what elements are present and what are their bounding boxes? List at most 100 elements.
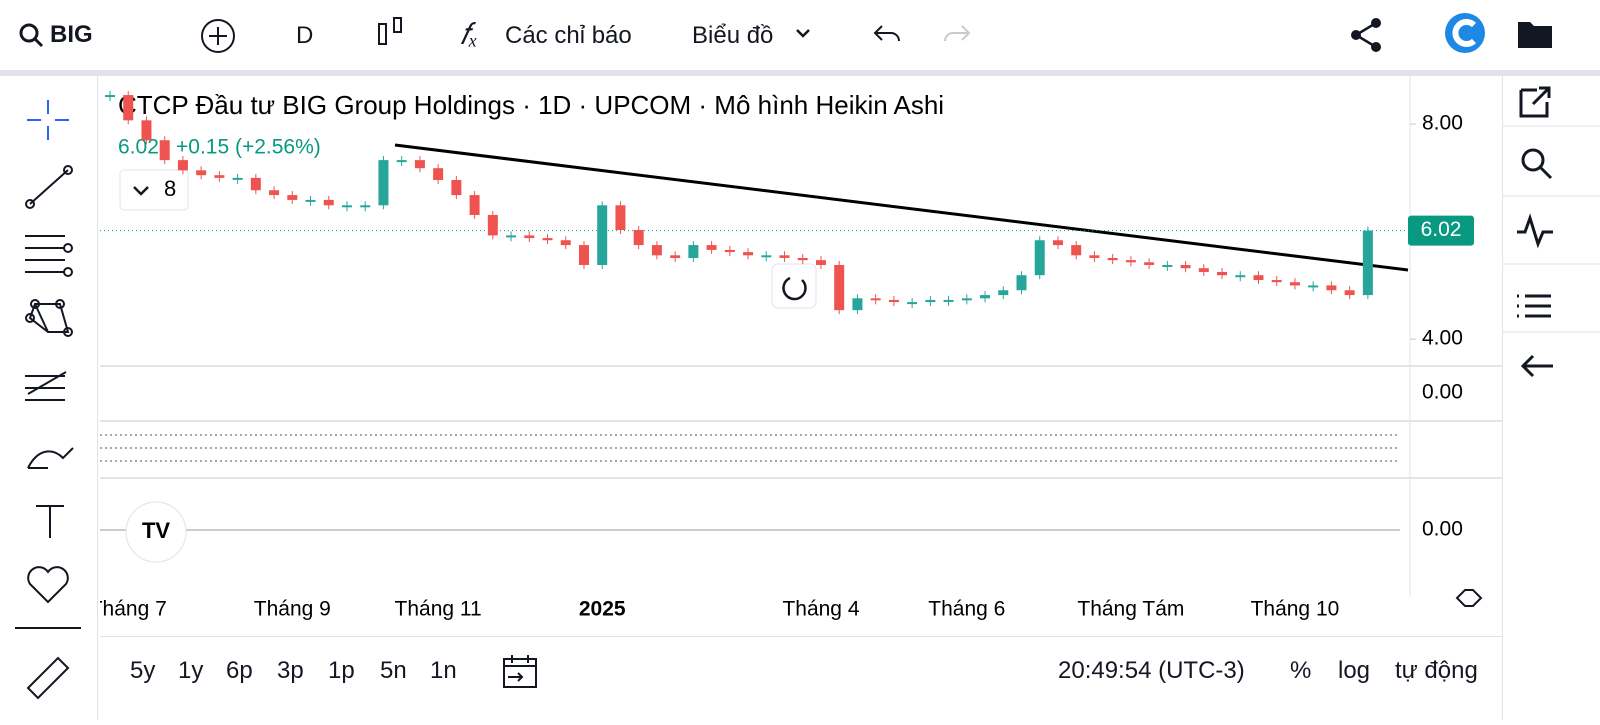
trend-line[interactable] — [394, 143, 1409, 272]
candle — [232, 177, 243, 180]
candle — [1089, 255, 1100, 258]
candle — [542, 238, 553, 241]
folder[interactable] — [1516, 18, 1554, 50]
candle — [524, 235, 535, 239]
candle — [907, 302, 918, 305]
pane-separators — [100, 76, 1502, 596]
percent-toggle[interactable]: % — [1290, 657, 1312, 684]
x-tick-label: Tháng 4 — [782, 598, 859, 621]
range[interactable]: 1p — [328, 657, 355, 684]
x-tick-label: Tháng 11 — [395, 598, 482, 621]
date-range-icon[interactable] — [502, 653, 538, 689]
bottom-bar: 5y 1y 6p 3p 1p 5n 1n 20:49:54 (UTC-3) % … — [100, 636, 1502, 721]
chart-style[interactable] — [376, 14, 406, 50]
reset-button[interactable] — [771, 263, 817, 309]
chevron — [133, 186, 149, 196]
candle — [706, 245, 717, 250]
candle — [724, 249, 735, 253]
candle — [451, 180, 462, 196]
candle — [670, 255, 681, 258]
x-tick-label: Tháng 7 — [100, 598, 167, 621]
candle — [214, 175, 225, 178]
add-symbol[interactable] — [200, 18, 236, 54]
candle — [1289, 282, 1300, 286]
pane-tick: 0.00 — [1422, 381, 1463, 404]
tv-logo-mark: TV — [142, 518, 170, 543]
chart-title: CTCP Đầu tư BIG Group Holdings · 1D · UP… — [118, 90, 944, 120]
drawing-tools[interactable] — [0, 76, 97, 720]
auto-toggle[interactable]: tự động — [1395, 657, 1478, 684]
candle — [1071, 245, 1082, 256]
undo[interactable] — [872, 22, 904, 46]
clock[interactable]: 20:49:54 (UTC-3) — [1058, 657, 1245, 684]
candle — [1362, 230, 1373, 296]
range[interactable]: 1n — [430, 657, 457, 684]
chart-menu[interactable]: Biểu đồ — [692, 22, 774, 49]
candle — [943, 299, 954, 302]
app-logo[interactable] — [1444, 12, 1486, 54]
x-tick-label: Tháng 6 — [928, 598, 1005, 621]
candle — [615, 205, 626, 231]
search-icon[interactable] — [18, 22, 44, 48]
settings-icon[interactable] — [1455, 589, 1483, 607]
reset-icon — [782, 276, 807, 301]
redo[interactable] — [940, 22, 972, 46]
candle — [779, 255, 790, 258]
candle — [433, 168, 444, 181]
candle — [305, 199, 316, 202]
candle — [378, 160, 389, 206]
x-tick-label: Tháng 9 — [254, 598, 331, 621]
range[interactable]: 5n — [380, 657, 407, 684]
range[interactable]: 3p — [277, 657, 304, 684]
candle — [196, 170, 207, 176]
candle — [1253, 275, 1264, 281]
symbol[interactable]: BIG — [50, 21, 93, 48]
last-price-chip — [1408, 215, 1474, 246]
rsi-bands — [100, 434, 1400, 462]
last-price-label: 6.02 — [1421, 218, 1462, 241]
candle — [323, 199, 334, 206]
candle — [925, 299, 936, 303]
chevron — [796, 29, 810, 38]
indicators-button[interactable]: Các chỉ báo — [505, 22, 632, 49]
candle — [651, 245, 662, 256]
x-tick-label: Tháng 10 — [1251, 598, 1340, 621]
candle — [1344, 290, 1355, 296]
candle — [1235, 275, 1246, 278]
range[interactable]: 5y — [130, 657, 156, 684]
candle — [852, 298, 863, 311]
chart: CTCP Đầu tư BIG Group Holdings · 1D · UP… — [100, 76, 1502, 621]
range[interactable]: 1y — [178, 657, 204, 684]
candle — [360, 205, 371, 208]
range[interactable]: 6p — [226, 657, 253, 684]
candle — [743, 252, 754, 256]
candle — [870, 298, 881, 301]
candle — [560, 240, 571, 246]
candle — [396, 160, 407, 163]
fx-icon[interactable]: 𝑓ₓ — [460, 18, 478, 51]
indicator-toggle[interactable] — [119, 169, 189, 211]
candle — [506, 235, 517, 238]
indicator-count: 8 — [164, 176, 176, 201]
candle — [1052, 240, 1063, 246]
interval[interactable]: D — [296, 22, 314, 49]
candle — [888, 299, 899, 303]
y-tick-label: 4.00 — [1422, 327, 1463, 350]
log-toggle[interactable]: log — [1338, 657, 1371, 684]
candle — [761, 255, 772, 258]
candle — [1217, 271, 1228, 276]
x-tick-label: 2025 — [579, 598, 626, 621]
drawing-toolbar — [0, 76, 98, 720]
candle — [105, 95, 115, 98]
candle — [834, 264, 845, 311]
candle — [250, 177, 261, 191]
y-tick-label: 8.00 — [1422, 112, 1463, 135]
candle — [597, 205, 608, 265]
candle — [688, 245, 699, 258]
tv-logo[interactable] — [125, 501, 187, 563]
share[interactable] — [1348, 16, 1384, 54]
right-tools[interactable] — [1503, 76, 1600, 396]
legend-change: +0.15 (+2.56%) — [176, 136, 321, 159]
candle — [1198, 268, 1209, 272]
